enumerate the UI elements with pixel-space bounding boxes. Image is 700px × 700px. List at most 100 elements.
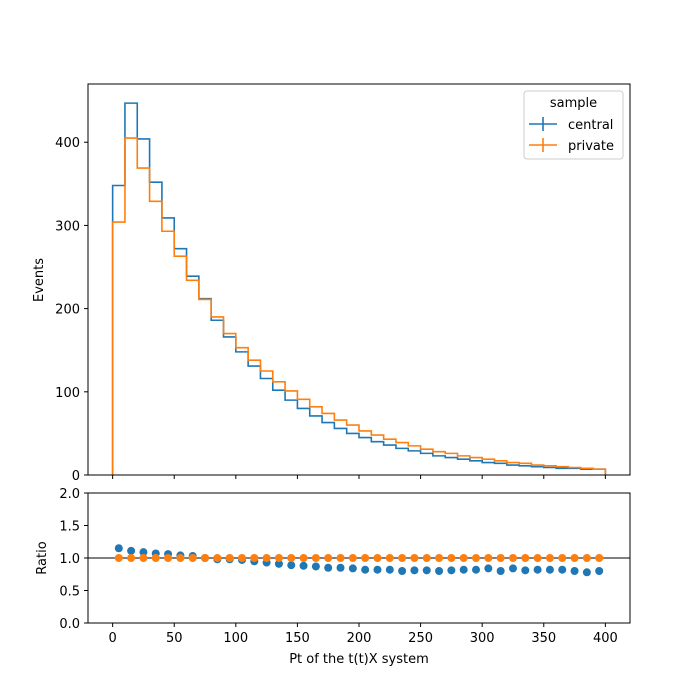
ratio-point-private [274, 554, 283, 562]
legend-label: private [568, 139, 614, 154]
ratio-x-tick-label: 50 [166, 631, 183, 646]
ratio-point-private [447, 554, 456, 562]
ratio-point-private [545, 554, 554, 562]
ratio-point-private [459, 554, 468, 562]
ratio-point-private [582, 554, 591, 562]
ratio-point-central [447, 566, 456, 575]
ratio-point-private [348, 554, 357, 562]
ratio-point-central [595, 567, 604, 575]
ratio-point-central [385, 565, 394, 574]
ratio-x-tick-label: 200 [347, 631, 372, 646]
ratio-point-private [508, 554, 517, 562]
main-y-tick-label: 200 [55, 303, 80, 318]
ratio-point-central [348, 564, 357, 573]
ratio-points-group [114, 544, 604, 577]
ratio-point-private [472, 554, 481, 562]
ratio-point-private [410, 554, 419, 562]
ratio-y-ticks: 0.0 0.5 1.0 1.5 2.0 [59, 487, 88, 632]
ratio-point-central [299, 561, 308, 570]
ratio-point-private [336, 554, 345, 562]
ratio-point-central [373, 565, 382, 574]
ratio-point-central [274, 559, 283, 568]
ratio-point-central [422, 566, 431, 575]
ratio-x-tick-label: 350 [531, 631, 556, 646]
ratio-point-private [139, 554, 148, 562]
ratio-y-tick-label: 1.0 [59, 552, 80, 567]
ratio-x-tick-label: 300 [470, 631, 495, 646]
ratio-point-central [139, 548, 148, 557]
ratio-point-central [114, 544, 123, 553]
ratio-point-central [570, 567, 579, 575]
ratio-point-central [127, 546, 136, 555]
ratio-point-central [508, 564, 517, 573]
ratio-point-private [127, 554, 136, 562]
ratio-point-central [361, 565, 370, 574]
ratio-point-central [472, 565, 481, 574]
ratio-point-private [496, 554, 505, 562]
main-y-tick-label: 300 [55, 219, 80, 234]
legend-entry-central: central [529, 117, 613, 133]
legend-entries: central private [529, 117, 614, 154]
ratio-point-central [558, 565, 567, 574]
main-axes-frame [87, 83, 631, 476]
ratio-point-central [459, 565, 468, 574]
ratio-point-private [361, 554, 370, 562]
ratio-point-central [521, 566, 530, 575]
ratio-y-tick-label: 2.0 [59, 487, 80, 502]
ratio-y-tick-label: 0.0 [59, 617, 80, 632]
ratio-point-central [287, 561, 296, 570]
legend-title: sample [550, 96, 597, 111]
ratio-point-private [324, 554, 333, 562]
ratio-point-central [336, 563, 345, 572]
ratio-x-axis-label: Pt of the t(t)X system [289, 652, 429, 667]
ratio-point-private [188, 554, 197, 562]
ratio-point-private [213, 554, 222, 562]
main-series-group [111, 102, 607, 475]
ratio-point-private [176, 554, 185, 562]
main-x-ticks [112, 475, 606, 479]
ratio-x-tick-label: 250 [408, 631, 433, 646]
ratio-point-private [311, 554, 320, 562]
main-y-tick-label: 400 [55, 136, 80, 151]
legend-entry-private: private [529, 138, 614, 154]
main-y-tick-label: 100 [55, 386, 80, 401]
main-y-axis-label: Events [32, 258, 47, 302]
main-y-tick-label: 0 [72, 469, 80, 484]
ratio-point-private [262, 554, 271, 562]
ratio-point-central [533, 565, 542, 574]
ratio-point-central [324, 563, 333, 572]
ratio-point-private [201, 554, 210, 562]
ratio-point-central [496, 567, 505, 575]
ratio-point-private [558, 554, 567, 562]
legend-box [523, 90, 624, 160]
ratio-point-central [311, 562, 320, 571]
ratio-point-central [398, 567, 407, 575]
ratio-point-central [545, 565, 554, 574]
ratio-y-tick-label: 1.5 [59, 520, 80, 535]
main-histogram-panel: 0 100 200 300 400 Events sample central priva… [32, 83, 631, 484]
ratio-point-private [250, 554, 259, 562]
ratio-point-private [114, 554, 123, 562]
ratio-point-private [373, 554, 382, 562]
ratio-point-central [410, 566, 419, 575]
ratio-x-tick-label: 0 [108, 631, 116, 646]
ratio-point-central [582, 568, 591, 577]
ratio-point-private [484, 554, 493, 562]
ratio-x-ticks: 0 50 100 150 200 250 300 350 400 [108, 623, 618, 646]
ratio-point-private [422, 554, 431, 562]
legend: sample central private [523, 90, 624, 160]
ratio-axes-frame [87, 492, 631, 624]
ratio-point-private [398, 554, 407, 562]
ratio-point-private [385, 554, 394, 562]
ratio-panel: 0 50 100 150 200 250 300 350 400 0.0 0.5 1.0 1.5 2.0… [35, 487, 631, 667]
ratio-point-private [595, 554, 604, 562]
ratio-x-tick-label: 100 [223, 631, 248, 646]
ratio-point-private [570, 554, 579, 562]
ratio-point-central [435, 567, 444, 575]
ratio-x-tick-label: 150 [285, 631, 310, 646]
legend-label: central [568, 118, 613, 133]
ratio-point-private [533, 554, 542, 562]
ratio-y-axis-label: Ratio [35, 541, 50, 574]
ratio-point-private [521, 554, 530, 562]
